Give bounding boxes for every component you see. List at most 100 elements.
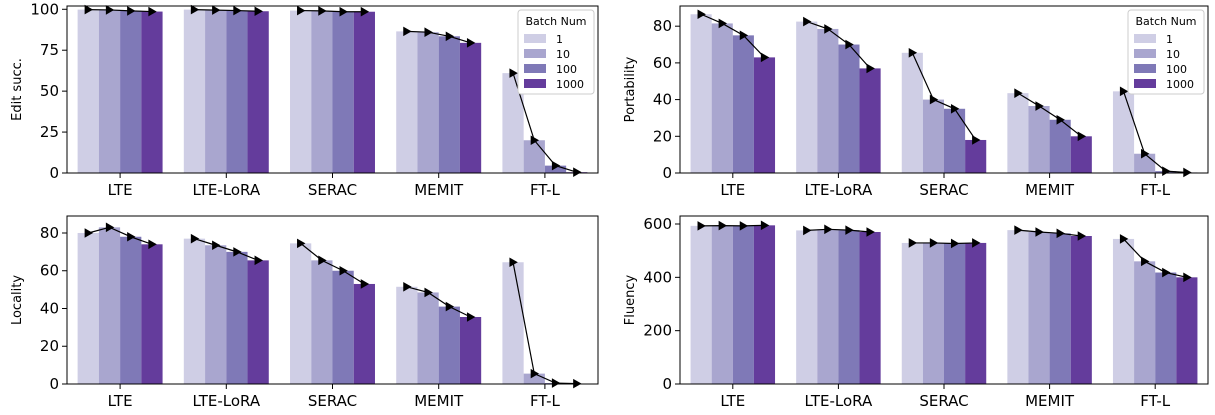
bar-ft-l-1	[1112, 91, 1135, 173]
point-marker-memit-10	[1035, 227, 1044, 237]
legend-title: Batch Num	[525, 15, 586, 28]
ytick-label: 80	[40, 224, 59, 242]
point-marker-memit-10	[1035, 101, 1044, 111]
point-marker-lte-10	[105, 222, 115, 233]
legend-swatch-1000	[524, 79, 546, 88]
trend-line-lte-lora	[806, 228, 871, 233]
bar-memit-10	[417, 32, 439, 174]
bar-lte-lora-1000	[247, 260, 269, 384]
bar-ft-l-1	[1112, 238, 1135, 384]
bar-lte-1	[690, 14, 712, 174]
bar-lte-1000	[753, 225, 776, 384]
bar-lte-lora-100	[838, 44, 860, 173]
point-marker-lte-100	[127, 231, 136, 242]
trend-line-lte-lora	[806, 21, 871, 69]
bar-lte-lora-1000	[247, 11, 269, 173]
point-marker-ft-l-100	[1162, 166, 1171, 176]
ytick-label: 40	[653, 91, 672, 109]
bar-lte-100	[120, 236, 142, 384]
xtick-label-ft-l: FT-L	[1140, 392, 1171, 410]
point-marker-lte-lora-1000	[866, 63, 875, 74]
bar-memit-10	[1028, 232, 1050, 384]
point-marker-lte-lora-100	[845, 39, 854, 50]
legend-swatch-10	[1134, 49, 1156, 58]
bar-memit-100	[438, 36, 460, 173]
bar-serac-1	[901, 242, 923, 384]
ytick-label: 60	[653, 54, 672, 72]
trend-line-serac	[912, 242, 976, 245]
bar-memit-100	[438, 306, 460, 384]
point-marker-memit-1000	[466, 312, 476, 322]
bar-ft-l-1000	[1176, 277, 1198, 384]
point-marker-serac-100	[339, 265, 348, 276]
bar-serac-10	[311, 10, 333, 173]
xtick-label-serac: SERAC	[919, 181, 968, 199]
point-marker-memit-10	[424, 27, 433, 37]
ytick-label: 0	[662, 164, 672, 182]
xtick-label-memit: MEMIT	[414, 181, 464, 199]
legend-label-10: 10	[556, 48, 570, 61]
bar-lte-lora-1000	[859, 232, 881, 384]
point-marker-memit-1	[1014, 88, 1023, 98]
trend-line-lte	[88, 9, 152, 13]
bar-memit-1	[1007, 230, 1029, 384]
legend-label-100: 100	[556, 63, 577, 76]
point-marker-serac-1	[908, 48, 918, 58]
point-marker-lte-lora-1000	[254, 6, 263, 17]
point-marker-lte-lora-1	[190, 4, 200, 15]
bar-lte-1000	[141, 11, 163, 173]
bar-lte-10	[98, 227, 121, 384]
ytick-label: 20	[653, 127, 672, 145]
bar-memit-100	[1049, 119, 1071, 173]
y-axis-label: Locality	[10, 275, 25, 325]
point-marker-lte-lora-1000	[254, 255, 263, 266]
bar-memit-1000	[1070, 136, 1092, 173]
point-marker-serac-1	[908, 238, 918, 248]
point-marker-lte-100	[739, 221, 749, 231]
point-marker-serac-1	[297, 238, 306, 249]
point-marker-memit-1	[403, 26, 412, 37]
trend-line-ft-l	[512, 262, 577, 385]
bar-lte-lora-10	[205, 10, 227, 174]
bar-lte-1	[77, 9, 99, 173]
point-marker-ft-l-10	[530, 135, 540, 146]
bar-lte-lora-100	[838, 230, 860, 384]
xtick-label-ft-l: FT-L	[1140, 181, 1171, 199]
xtick-label-memit: MEMIT	[1025, 181, 1075, 199]
bar-serac-1000	[965, 242, 987, 384]
point-marker-lte-100	[127, 6, 136, 16]
point-marker-serac-100	[950, 103, 960, 114]
point-marker-lte-lora-100	[233, 5, 242, 16]
legend-label-100: 100	[1166, 63, 1187, 76]
point-marker-ft-l-10	[1141, 148, 1150, 159]
point-marker-serac-100	[339, 6, 348, 17]
bar-ft-l-100	[544, 165, 567, 173]
point-marker-memit-1000	[1077, 231, 1087, 241]
chart-panel-2: 0 20 40 60 80 LTE LTE-LoRA SERAC MEMIT FT-L Portab…	[623, 5, 1209, 199]
trend-line-memit	[1017, 92, 1082, 137]
point-marker-ft-l-1000	[1183, 167, 1192, 178]
bar-memit-10	[1028, 106, 1050, 173]
bar-memit-1000	[459, 316, 482, 384]
trend-line-lte	[88, 226, 153, 245]
ytick-label: 0	[49, 375, 59, 393]
point-marker-ft-l-1	[1119, 86, 1129, 97]
bar-serac-1	[290, 10, 312, 173]
bar-lte-lora-100	[226, 251, 248, 384]
point-marker-serac-1	[297, 5, 306, 16]
ytick-label: 0	[49, 164, 59, 182]
trend-line-lte	[700, 13, 765, 58]
ytick-label: 0	[662, 375, 672, 393]
ytick-label: 80	[653, 17, 672, 35]
legend-label-1: 1	[556, 33, 563, 46]
point-marker-ft-l-100	[551, 160, 561, 171]
legend: Batch Num 1 10 100 1000	[517, 9, 595, 95]
ytick-label: 200	[643, 322, 672, 340]
bar-memit-1	[396, 286, 418, 384]
point-marker-serac-10	[318, 255, 327, 266]
bar-memit-1000	[1070, 236, 1092, 384]
ytick-label: 75	[40, 41, 59, 59]
bar-serac-100	[944, 108, 966, 173]
bar-serac-1000	[965, 139, 987, 173]
point-marker-memit-100	[1056, 228, 1065, 239]
